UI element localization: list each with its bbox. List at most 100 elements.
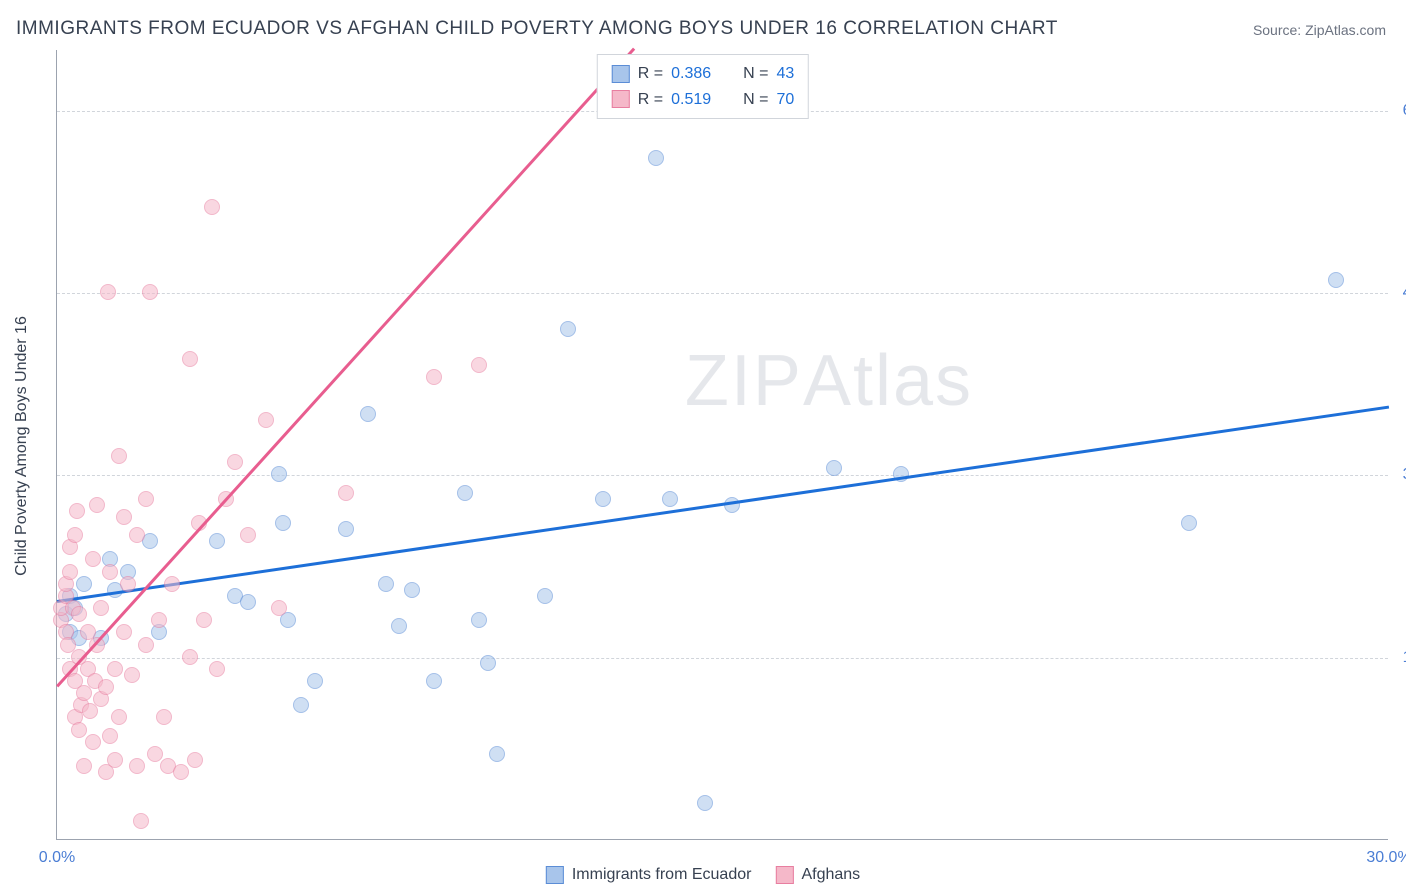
data-point [338, 521, 354, 537]
data-point [196, 612, 212, 628]
data-point [85, 734, 101, 750]
x-tick-label: 0.0% [39, 849, 75, 867]
data-point [240, 594, 256, 610]
legend-series-label: Afghans [801, 866, 860, 884]
data-point [182, 351, 198, 367]
data-point [89, 497, 105, 513]
data-point [76, 758, 92, 774]
data-point [275, 515, 291, 531]
data-point [138, 491, 154, 507]
data-point [107, 661, 123, 677]
data-point [120, 576, 136, 592]
data-point [595, 491, 611, 507]
data-point [93, 600, 109, 616]
data-point [62, 564, 78, 580]
data-point [560, 321, 576, 337]
data-point [648, 150, 664, 166]
watermark-light: Atlas [803, 341, 973, 421]
data-point [457, 485, 473, 501]
y-axis-label: Child Poverty Among Boys Under 16 [13, 316, 31, 576]
data-point [697, 795, 713, 811]
legend-swatch [775, 866, 793, 884]
data-point [100, 284, 116, 300]
n-value: 70 [776, 87, 794, 113]
r-value: 0.386 [671, 61, 725, 87]
data-point [204, 199, 220, 215]
data-point [489, 746, 505, 762]
data-point [133, 813, 149, 829]
data-point [129, 758, 145, 774]
chart-container: IMMIGRANTS FROM ECUADOR VS AFGHAN CHILD … [0, 0, 1406, 892]
legend-row: R = 0.519 N = 70 [612, 87, 794, 113]
data-point [271, 600, 287, 616]
watermark: ZIPAtlas [685, 340, 973, 422]
data-point [102, 728, 118, 744]
data-point [662, 491, 678, 507]
data-point [67, 527, 83, 543]
y-tick-label: 60.0% [1398, 102, 1406, 120]
source-label: Source: ZipAtlas.com [1253, 22, 1386, 38]
data-point [111, 448, 127, 464]
legend-swatch [612, 65, 630, 83]
data-point [71, 606, 87, 622]
data-point [98, 679, 114, 695]
data-point [107, 752, 123, 768]
data-point [71, 722, 87, 738]
r-label: R = [638, 87, 663, 113]
data-point [116, 624, 132, 640]
data-point [537, 588, 553, 604]
data-point [182, 649, 198, 665]
y-tick-label: 45.0% [1398, 284, 1406, 302]
data-point [426, 673, 442, 689]
data-point [258, 412, 274, 428]
data-point [116, 509, 132, 525]
data-point [187, 752, 203, 768]
n-label: N = [743, 61, 768, 87]
data-point [240, 527, 256, 543]
watermark-bold: ZIP [685, 341, 803, 421]
data-point [142, 284, 158, 300]
data-point [173, 764, 189, 780]
data-point [378, 576, 394, 592]
data-point [76, 576, 92, 592]
data-point [826, 460, 842, 476]
data-point [307, 673, 323, 689]
legend-series-item: Immigrants from Ecuador [546, 866, 752, 884]
data-point [151, 612, 167, 628]
grid-line [57, 475, 1388, 476]
data-point [471, 357, 487, 373]
legend-series-label: Immigrants from Ecuador [572, 866, 752, 884]
grid-line [57, 658, 1388, 659]
data-point [138, 637, 154, 653]
legend-series-item: Afghans [775, 866, 860, 884]
y-tick-label: 30.0% [1398, 466, 1406, 484]
r-label: R = [638, 61, 663, 87]
data-point [1181, 515, 1197, 531]
legend-series: Immigrants from Ecuador Afghans [546, 866, 860, 884]
data-point [360, 406, 376, 422]
y-tick-label: 15.0% [1398, 649, 1406, 667]
r-value: 0.519 [671, 87, 725, 113]
data-point [426, 369, 442, 385]
grid-line [57, 293, 1388, 294]
data-point [293, 697, 309, 713]
data-point [129, 527, 145, 543]
chart-title: IMMIGRANTS FROM ECUADOR VS AFGHAN CHILD … [16, 18, 1058, 40]
data-point [391, 618, 407, 634]
data-point [1328, 272, 1344, 288]
trend-line [57, 405, 1389, 602]
data-point [480, 655, 496, 671]
data-point [209, 661, 225, 677]
data-point [164, 576, 180, 592]
data-point [69, 503, 85, 519]
data-point [404, 582, 420, 598]
data-point [227, 454, 243, 470]
x-tick-label: 30.0% [1366, 849, 1406, 867]
plot-area: ZIPAtlas 15.0%30.0%45.0%60.0%0.0%30.0% [56, 50, 1388, 840]
n-label: N = [743, 87, 768, 113]
data-point [338, 485, 354, 501]
legend-swatch [546, 866, 564, 884]
data-point [471, 612, 487, 628]
legend-swatch [612, 90, 630, 108]
data-point [124, 667, 140, 683]
